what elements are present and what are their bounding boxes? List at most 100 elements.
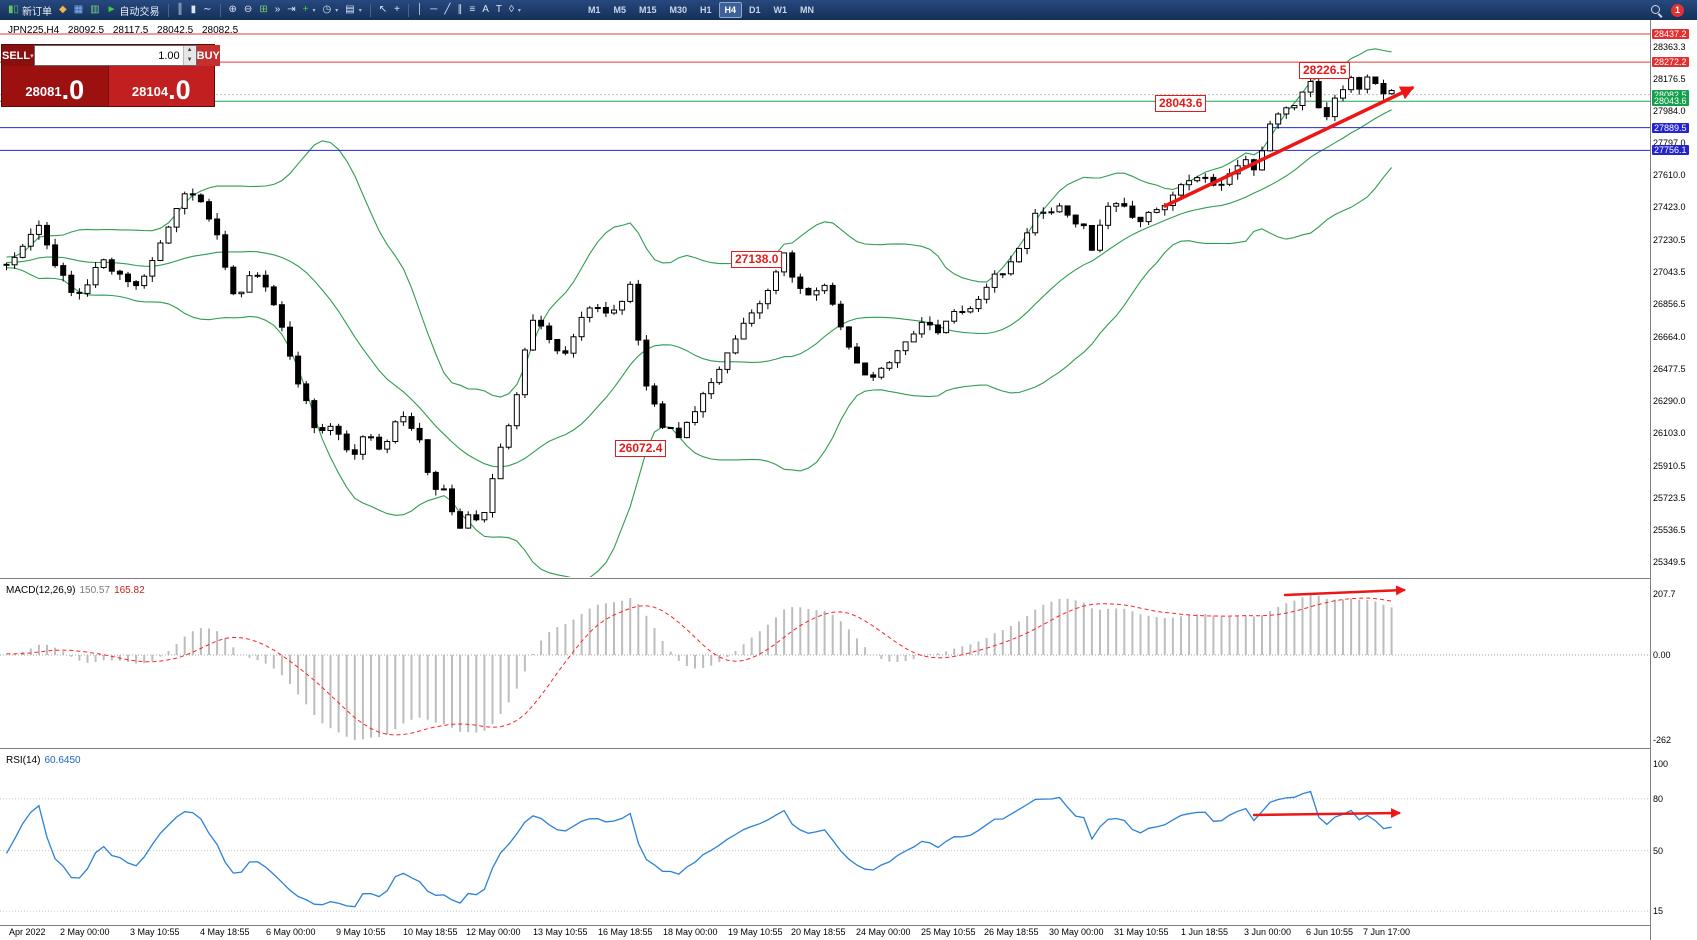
new-order-button[interactable]: ▮▯ 新订单 [5, 1, 55, 19]
horizontal-line-button[interactable]: ─ [427, 1, 440, 19]
chart-shift-button[interactable]: ⇥ [284, 1, 298, 19]
rsi-axis-label: 15 [1653, 906, 1664, 916]
candlestick-chart-button[interactable]: ▮ [188, 1, 200, 19]
timeframe-mn-button[interactable]: MN [800, 5, 815, 15]
price-axis-label: 25723.5 [1653, 493, 1686, 503]
time-axis-label: 9 May 10:55 [336, 927, 386, 937]
main-toolbar: ▮▯ 新订单 ◆ ▦ ▥ ► 自动交易 ║ ▮ ∼ ⊕ ⊖ ⊞» ⇥ + ▾ ◷ ▾ ▤ ▾ ↖ + │ ─ ╱ ∥ ≡ A T ◊ ▾ M… [0, 0, 1697, 20]
search-icon[interactable] [1650, 4, 1663, 17]
ask-price[interactable]: 28104.0 [107, 66, 214, 106]
indicators-icon: + [302, 4, 309, 15]
cursor-button[interactable]: ↖ [376, 1, 390, 19]
price-annotation[interactable]: 28043.6 [1155, 95, 1207, 112]
price-axis-label: 27984.0 [1653, 106, 1686, 116]
price-axis-label: 27797.0 [1653, 138, 1686, 148]
timeframe-m15-button[interactable]: M15 [638, 5, 657, 15]
bar-chart-button[interactable]: ║ [174, 1, 187, 19]
buy-button[interactable]: BUY [196, 45, 220, 66]
periods-button[interactable]: ◷ ▾ [320, 1, 342, 19]
ohlc-open: 28092.5 [67, 25, 105, 36]
notification-badge[interactable]: 1 [1671, 3, 1684, 17]
chart-shift-icon: ⇥ [287, 4, 296, 15]
chart-window-icon: ◆ [59, 4, 67, 15]
price-axis-label: 26856.5 [1653, 299, 1686, 309]
market-watch-icon: ▦ [73, 4, 84, 15]
shapes-button[interactable]: ◊ ▾ [506, 1, 524, 19]
chart-window-button[interactable]: ◆ [56, 1, 70, 19]
indicators-button[interactable]: + ▾ [300, 1, 319, 19]
toolbar-separator [167, 3, 169, 17]
time-axis-label: 3 May 10:55 [130, 927, 180, 937]
terminal-button[interactable]: ▥ [87, 1, 102, 19]
volume-up-button[interactable]: ▲ [182, 46, 196, 56]
text-button[interactable]: A [479, 1, 492, 19]
timeframe-h4-button[interactable]: H4 [718, 2, 743, 18]
main-chart[interactable] [0, 20, 1650, 577]
indicators-caret[interactable]: ▾ [312, 7, 316, 14]
rsi-name: RSI(14) [6, 755, 41, 766]
time-axis-label: 25 May 10:55 [921, 927, 976, 937]
crosshair-button[interactable]: + [391, 1, 403, 19]
panel-separator[interactable] [0, 748, 1697, 749]
time-axis-label: 10 May 18:55 [403, 927, 458, 937]
time-axis-label: 6 Jun 10:55 [1306, 927, 1354, 937]
volume-spinner: ▲ ▼ [182, 46, 196, 65]
price-annotation[interactable]: 28226.5 [1299, 62, 1351, 79]
price-axis-label: 27756.1 [1652, 145, 1689, 155]
timeframe-m30-button[interactable]: M30 [669, 5, 687, 15]
ohlc-low: 28042.5 [157, 25, 194, 36]
time-axis-label: 30 May 00:00 [1049, 927, 1104, 937]
timeframe-h1-button[interactable]: H1 [700, 5, 712, 15]
timeframe-m1-button[interactable]: M1 [587, 5, 601, 15]
text-label-button[interactable]: T [493, 1, 505, 19]
channel-button[interactable]: ∥ [454, 1, 465, 19]
macd-name: MACD(12,26,9) [6, 585, 76, 596]
line-chart-button[interactable]: ∼ [200, 1, 214, 19]
bollinger-bands [6, 48, 1393, 577]
bar-chart-icon: ║ [176, 4, 184, 15]
rsi-line [5, 790, 1392, 908]
auto-trading-button[interactable]: ► 自动交易 [104, 1, 163, 19]
periods-caret[interactable]: ▾ [335, 7, 339, 14]
vertical-line-button[interactable]: │ [414, 1, 426, 19]
tile-windows-button[interactable]: ⊞ [256, 1, 270, 19]
bid-price[interactable]: 28081.0 [2, 66, 108, 106]
sell-button[interactable]: SELL [2, 45, 31, 66]
volume-dropdown-button[interactable]: ▾ [30, 45, 34, 66]
macd-indicator-label: MACD(12,26,9) 150.57 165.82 [6, 585, 145, 596]
timeframe-d1-button[interactable]: D1 [749, 5, 761, 15]
trendline-button[interactable]: ╱ [441, 1, 453, 19]
templates-icon: ▤ [345, 4, 355, 15]
shapes-caret[interactable]: ▾ [517, 7, 521, 14]
price-axis-label: 25910.5 [1653, 461, 1686, 471]
macd-panel-chart[interactable] [0, 582, 1650, 747]
templates-caret[interactable]: ▾ [358, 7, 362, 14]
symbol-period-label: JPN225,H4 [8, 25, 60, 36]
price-annotation[interactable]: 26072.4 [615, 440, 667, 457]
timeframe-m5-button[interactable]: M5 [613, 5, 626, 15]
volume-input[interactable] [34, 46, 183, 65]
price-axis-label: 28363.3 [1653, 42, 1686, 52]
terminal-icon: ▥ [90, 4, 100, 15]
time-axis[interactable]: Apr 2022 2 May 00:00 3 May 10:55 4 May 18:5… [0, 926, 1650, 940]
horizontal-lines[interactable] [0, 33, 1650, 151]
price-axis[interactable]: 28437.2 28363.3 28272.2 28176.5 28082.5 28043… [1651, 20, 1697, 940]
timeframe-w1-button[interactable]: W1 [773, 5, 788, 15]
rsi-panel-chart[interactable] [0, 752, 1650, 925]
price-annotation[interactable]: 27138.0 [731, 251, 783, 268]
cursor-icon: ↖ [378, 4, 388, 15]
zoom-out-icon: ⊖ [243, 4, 253, 15]
horizontal-line-icon: ─ [430, 4, 438, 15]
panel-separator[interactable] [0, 578, 1697, 579]
market-watch-button[interactable]: ▦ [71, 1, 86, 19]
zoom-in-button[interactable]: ⊕ [226, 1, 240, 19]
templates-button[interactable]: ▤ ▾ [342, 1, 364, 19]
time-axis-label: 19 May 10:55 [728, 927, 783, 937]
zoom-out-button[interactable]: ⊖ [241, 1, 255, 19]
one-click-trading-panel: SELL ▾ ▲ ▼ BUY 28081.0 28104.0 [1, 44, 220, 107]
auto-scroll-button[interactable]: » [272, 1, 284, 19]
time-axis-label: 6 May 00:00 [266, 927, 316, 937]
fibonacci-button[interactable]: ≡ [466, 1, 478, 19]
volume-down-button[interactable]: ▼ [182, 55, 196, 65]
price-axis-label: 25349.5 [1653, 557, 1686, 567]
